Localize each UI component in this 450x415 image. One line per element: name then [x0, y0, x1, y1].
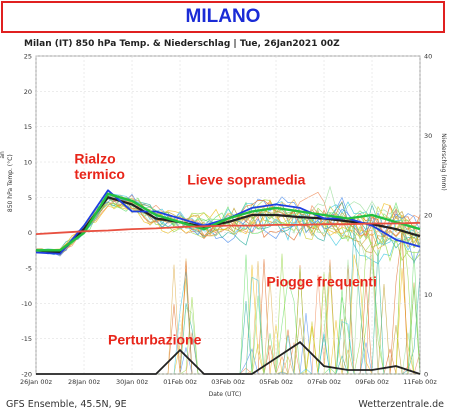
x-tick-label: 30Jan 00z: [116, 378, 149, 386]
series-line-2: [36, 192, 421, 252]
ensemble-chart: Milan (IT) 850 hPa Temp. & Niederschlag …: [0, 39, 447, 410]
x-tick-label: 28Jan 00z: [68, 378, 101, 386]
chart-annotation: Lieve sopramedia: [187, 172, 305, 188]
x-tick-label: 01Feb 00z: [163, 378, 197, 386]
y-tick-label-right: 10: [424, 291, 432, 299]
y-tick-label-left: -5: [26, 265, 32, 273]
series-line-3: [35, 221, 421, 235]
y-tick-label-left: 25: [24, 53, 32, 61]
chart-annotation: Perturbazione: [108, 331, 202, 347]
city-banner: MILANO: [1, 1, 445, 33]
series-layer: [35, 189, 421, 375]
y-tick-label-right: 20: [424, 212, 432, 220]
y-tick-label-left: -10: [21, 300, 32, 308]
y-tick-label-right: 40: [424, 53, 432, 61]
chart-annotation: termico: [74, 166, 125, 182]
city-title: MILANO: [185, 6, 261, 27]
chart-annotation: Rialzo: [74, 150, 115, 166]
y-tick-label-left: 15: [24, 123, 32, 131]
x-tick-label: 07Feb 00z: [307, 378, 341, 386]
y-tick-label-left: -15: [21, 335, 32, 343]
precip-mean-line: [36, 341, 421, 375]
footer-model-info: GFS Ensemble, 45.5N, 9E: [6, 399, 127, 410]
x-tick-label: 05Feb 00z: [259, 378, 293, 386]
footer-source: Wetterzentrale.de: [358, 399, 444, 410]
y-tick-label-right: 30: [424, 132, 432, 140]
x-axis-label: Date (UTC): [209, 391, 242, 398]
y-tick-label-left: 10: [24, 159, 32, 167]
y-tick-label-left: 5: [28, 194, 32, 202]
y-axis-label-left-partial: an: [0, 151, 6, 159]
y-tick-label-right: 0: [424, 371, 428, 379]
y-axis-label-left: 850 hPa Temp. (°C): [7, 154, 14, 212]
axes-layer: 25 20 15 10 5 0 -5 -10 -15 -20 40 30 20 10 0 26Jan 00z 2…: [0, 53, 447, 387]
chart-area: Milan (IT) 850 hPa Temp. & Niederschlag …: [0, 34, 450, 415]
y-tick-label-left: 0: [28, 229, 32, 237]
y-tick-label-left: 20: [24, 88, 32, 96]
y-tick-label-left: -20: [21, 371, 32, 379]
chart-annotation: Piogge frequenti: [266, 273, 376, 289]
chart-title: Milan (IT) 850 hPa Temp. & Niederschlag …: [24, 39, 340, 49]
ensemble-member-precip-line: [36, 224, 420, 375]
x-tick-label: 11Feb 00z: [403, 378, 437, 386]
ensemble-member-temp-line: [35, 201, 421, 252]
x-tick-label: 09Feb 00z: [355, 378, 389, 386]
x-tick-label: 26Jan 00z: [20, 378, 53, 386]
x-tick-label: 03Feb 00z: [211, 378, 245, 386]
y-axis-label-right: Niederschlag (mm): [440, 133, 447, 190]
